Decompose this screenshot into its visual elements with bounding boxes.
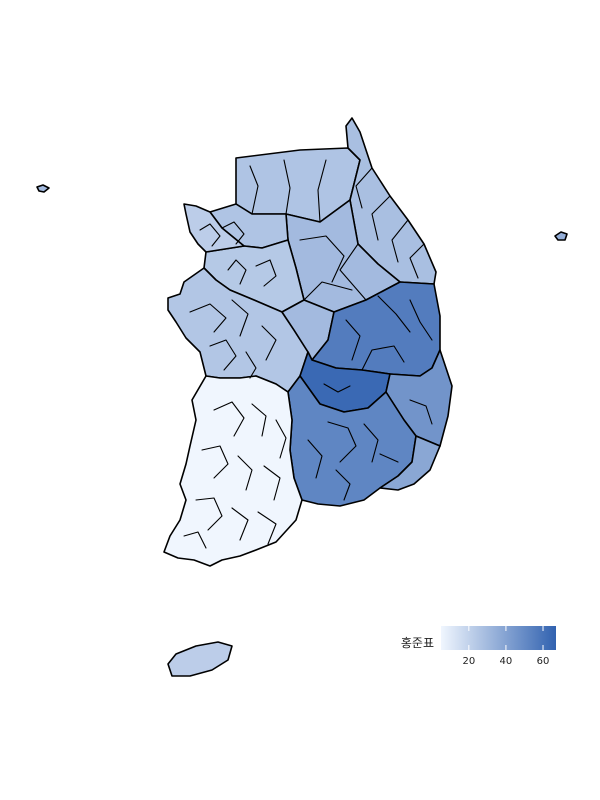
legend-ticks: 20 40 60 [462,626,549,667]
honam[interactable] [163,375,303,567]
district-borders [183,159,433,549]
gyeongnam-coast[interactable] [379,435,441,491]
west-islet[interactable] [36,184,50,193]
legend-colorbar [441,626,556,650]
map-regions [36,117,568,677]
ulleung[interactable] [554,231,568,241]
jeju[interactable] [167,641,233,677]
legend-title: 홍준표 [401,636,434,650]
map-legend: 홍준표 20 40 60 [401,626,556,667]
legend-tick-label: 20 [462,656,475,667]
legend-tick-label: 40 [500,656,513,667]
legend-tick-label: 60 [537,656,550,667]
